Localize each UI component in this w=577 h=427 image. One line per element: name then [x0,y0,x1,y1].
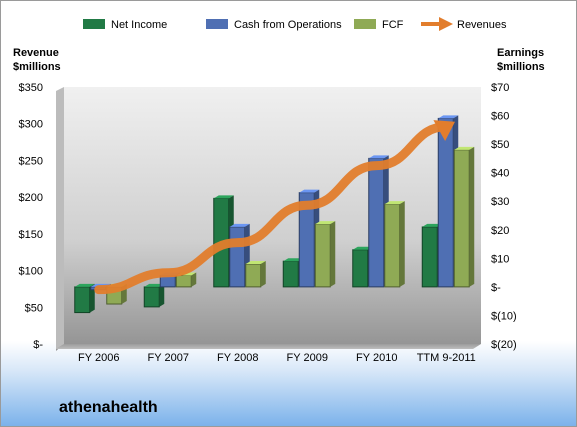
left-tick-label: $300 [19,119,43,131]
right-tick-label: $50 [491,139,509,151]
category-labels: FY 2006 FY 2007 FY 2008 FY 2009 FY 2010 TTM 9… [78,352,476,364]
left-tick-label: $150 [19,229,43,241]
bar-front [453,149,470,288]
bar-top [438,115,459,119]
legend-label-revenues: Revenues [457,19,507,31]
right-tick-label: $30 [491,196,509,208]
right-tick-label: $10 [491,253,509,265]
bar-fcf [314,221,336,288]
left-tick-label: $100 [19,266,43,278]
bar-front [421,226,438,288]
left-axis-title-line1: Revenue [13,47,59,59]
plot-side-wall [56,87,64,349]
bar-net-income [143,283,165,308]
category-label: FY 2010 [356,352,397,364]
right-axis-title-line1: Earnings [497,47,544,59]
right-axis-title-line2: $millions [497,61,545,73]
category-label: TTM 9-2011 [417,352,476,364]
bar-front [282,260,299,288]
plot-floor [56,344,481,349]
bar-top [299,189,320,193]
bar-top [144,283,165,287]
left-tick-label: $350 [19,82,43,94]
right-tick-label: $(10) [491,310,517,322]
right-tick-label: $20 [491,225,509,237]
bar-fcf [453,146,475,288]
bar-side [399,201,405,287]
legend-label-cash-from-operations: Cash from Operations [234,19,342,31]
legend-label-fcf: FCF [382,19,404,31]
revenues-line-series [94,120,455,295]
bar-side [469,146,475,287]
bar-side [89,283,95,313]
bar-front [384,203,401,288]
plot-area [64,87,481,344]
right-tick-label: $(20) [491,339,517,351]
revenues-arrowhead [433,120,455,142]
bar-top [384,201,405,205]
bar-net-income [74,283,95,314]
category-label: FY 2008 [217,352,258,364]
bar-top [283,258,304,262]
bar-side [260,261,266,287]
bar-top [245,261,266,265]
left-tick-label: $250 [19,155,43,167]
bar-front [175,274,192,288]
bar-top [422,223,443,227]
category-label: FY 2009 [287,352,328,364]
bar-side [191,272,197,287]
left-tick-label: $200 [19,192,43,204]
left-tick-label: $50 [25,302,43,314]
bar-top [454,146,475,150]
bar-fcf [384,201,405,288]
bar-front [143,286,160,308]
legend-swatch-cash-from-operations [206,19,228,29]
left-axis-title-line2: $millions [13,61,61,73]
right-axis-ticks: $(20) $(10) $- $10 $20 $30 $40 $50 $60 $70 [491,82,517,351]
bar-top [352,246,373,250]
bar-fcf [245,261,266,288]
bar-top [229,223,250,227]
bar-top [74,283,95,287]
bar-front [368,157,385,288]
bar-front [245,263,262,288]
category-label: FY 2006 [78,352,119,364]
left-axis-ticks: $- $50 $100 $150 $200 $250 $300 $350 [19,82,44,351]
bar-front [437,117,454,288]
legend-swatch-revenues [421,17,453,31]
bar-top [315,221,336,225]
bar-top [213,195,234,199]
left-tick-label: $- [33,339,43,351]
legend: Net Income Cash from Operations FCF Reve… [83,17,507,31]
legend-label-net-income: Net Income [111,19,167,31]
revenues-line [94,122,451,295]
right-tick-label: $40 [491,168,509,180]
right-tick-label: $- [491,282,501,294]
bar-top [368,155,389,159]
legend-swatch-fcf [354,19,376,29]
company-name: athenahealth [59,399,158,416]
category-label: FY 2007 [148,352,189,364]
bar-front [352,249,369,288]
bar-front [229,226,246,288]
bar-side [330,221,336,287]
bar-front [74,286,91,314]
right-tick-label: $70 [491,82,509,94]
legend-swatch-net-income [83,19,105,29]
bar-side [159,283,165,307]
right-tick-label: $60 [491,111,509,123]
bar-front [314,223,331,288]
